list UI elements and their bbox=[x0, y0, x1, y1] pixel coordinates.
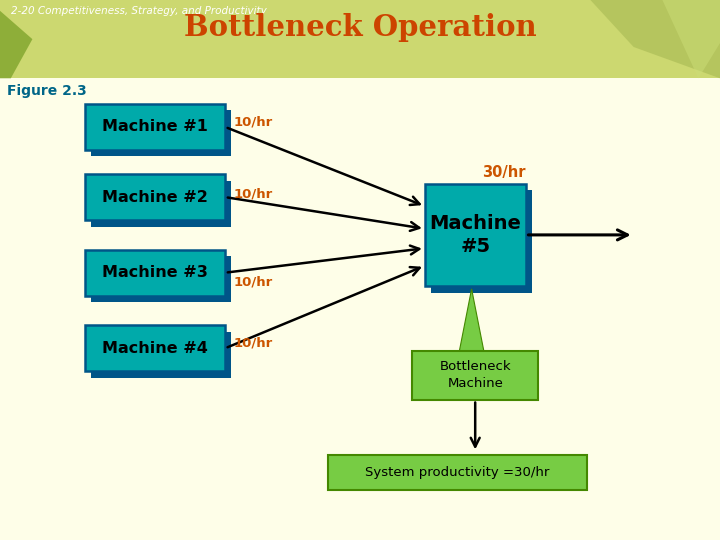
Text: Bottleneck
Machine: Bottleneck Machine bbox=[439, 360, 511, 390]
Text: 2-20 Competitiveness, Strategy, and Productivity: 2-20 Competitiveness, Strategy, and Prod… bbox=[11, 6, 266, 17]
Text: Machine #2: Machine #2 bbox=[102, 190, 208, 205]
FancyBboxPatch shape bbox=[85, 249, 225, 295]
Text: Machine
#5: Machine #5 bbox=[429, 214, 521, 256]
Polygon shape bbox=[0, 0, 720, 78]
FancyBboxPatch shape bbox=[91, 256, 232, 302]
FancyBboxPatch shape bbox=[91, 111, 232, 157]
Polygon shape bbox=[0, 11, 32, 78]
Text: 10/hr: 10/hr bbox=[233, 115, 273, 128]
FancyBboxPatch shape bbox=[412, 351, 539, 400]
Text: Bottleneck Operation: Bottleneck Operation bbox=[184, 14, 536, 43]
Text: 10/hr: 10/hr bbox=[233, 336, 273, 349]
Polygon shape bbox=[459, 289, 484, 351]
Text: Machine #1: Machine #1 bbox=[102, 119, 208, 134]
FancyBboxPatch shape bbox=[85, 325, 225, 372]
FancyBboxPatch shape bbox=[85, 174, 225, 220]
FancyBboxPatch shape bbox=[425, 184, 526, 286]
Text: 10/hr: 10/hr bbox=[233, 275, 273, 288]
Text: System productivity =30/hr: System productivity =30/hr bbox=[365, 466, 549, 479]
Text: Figure 2.3: Figure 2.3 bbox=[7, 84, 87, 98]
Text: Machine #4: Machine #4 bbox=[102, 341, 208, 356]
FancyBboxPatch shape bbox=[91, 180, 232, 227]
Text: 10/hr: 10/hr bbox=[233, 187, 273, 200]
Polygon shape bbox=[662, 0, 720, 78]
FancyBboxPatch shape bbox=[328, 455, 587, 490]
FancyBboxPatch shape bbox=[91, 332, 232, 378]
Text: 30/hr: 30/hr bbox=[482, 165, 526, 180]
Text: Machine #3: Machine #3 bbox=[102, 265, 208, 280]
FancyBboxPatch shape bbox=[431, 190, 532, 293]
FancyBboxPatch shape bbox=[85, 104, 225, 150]
Polygon shape bbox=[590, 0, 720, 78]
